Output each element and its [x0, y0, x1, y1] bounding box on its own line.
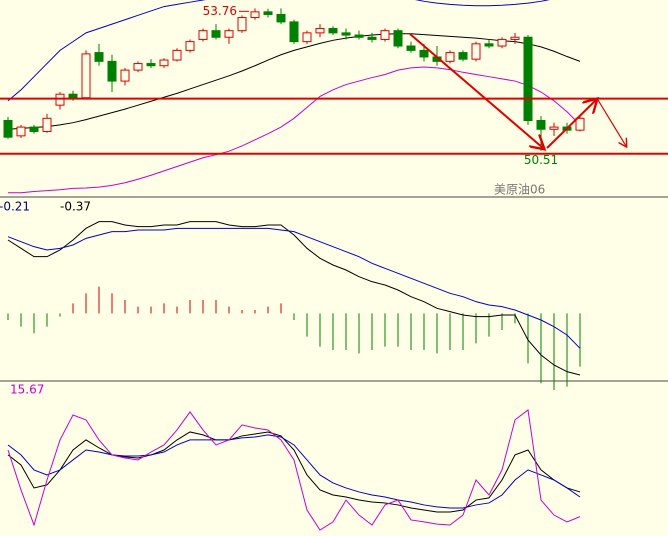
candle-body [159, 59, 169, 67]
candle-body [510, 36, 520, 40]
candle-body [120, 69, 130, 82]
indicator-line [7, 227, 581, 349]
indicator-line [8, 66, 581, 194]
candle-body [133, 63, 143, 71]
indicator-line [7, 33, 581, 130]
candle-body [211, 30, 221, 38]
candle-body [276, 13, 286, 23]
candle-body [354, 34, 364, 38]
candle-body [107, 60, 117, 82]
indicator-line [7, 0, 551, 102]
candle-body [16, 126, 26, 137]
candle-body [536, 120, 546, 130]
dif-value: -0.37 [60, 200, 91, 214]
kdj-panel [7, 409, 581, 531]
candle-body [81, 53, 91, 99]
trend-arrows [409, 33, 626, 149]
candle-body [289, 21, 299, 43]
candle-body [549, 126, 559, 130]
candle-body [237, 17, 247, 32]
low-label: 50.51 [524, 153, 558, 167]
candle-body [393, 30, 403, 47]
indicator-line [7, 431, 581, 513]
candle-body [315, 27, 325, 34]
candle-body [224, 30, 234, 38]
arrow [597, 99, 626, 146]
instrument-name: 美原油06 [494, 183, 545, 197]
arrow [546, 100, 596, 149]
arrow [409, 33, 543, 148]
indicator-line [7, 409, 581, 531]
candle-body [198, 30, 208, 40]
dea-value: -0.21 [0, 200, 30, 214]
candle-body [328, 27, 338, 34]
j-value: 15.67 [10, 383, 44, 397]
candle-body [302, 32, 312, 43]
candle-body [3, 120, 13, 138]
candle-body [406, 45, 416, 51]
candle-body [94, 52, 104, 62]
candle-body [55, 93, 65, 106]
candle-body [185, 41, 195, 51]
high-label: 53.76 [203, 4, 237, 18]
candle-body [471, 43, 481, 60]
candle-body [29, 126, 39, 132]
candle-body [484, 43, 494, 47]
candle-body [380, 30, 390, 40]
candle-body [42, 117, 52, 132]
candle-body [250, 11, 260, 19]
candle-body [575, 117, 585, 131]
indicator-line [7, 434, 581, 509]
macd-panel [7, 221, 581, 390]
indicator-line [7, 221, 581, 376]
candle-body [172, 49, 182, 61]
candle-body [419, 49, 429, 58]
candle-body [367, 36, 377, 40]
candle-body [263, 11, 273, 15]
price-panel [3, 0, 585, 194]
candle-body [458, 52, 468, 60]
candle-body [497, 38, 507, 47]
candle-body [146, 63, 156, 67]
candle-body [523, 36, 533, 122]
candle-body [341, 32, 351, 36]
candle-body [445, 52, 455, 62]
